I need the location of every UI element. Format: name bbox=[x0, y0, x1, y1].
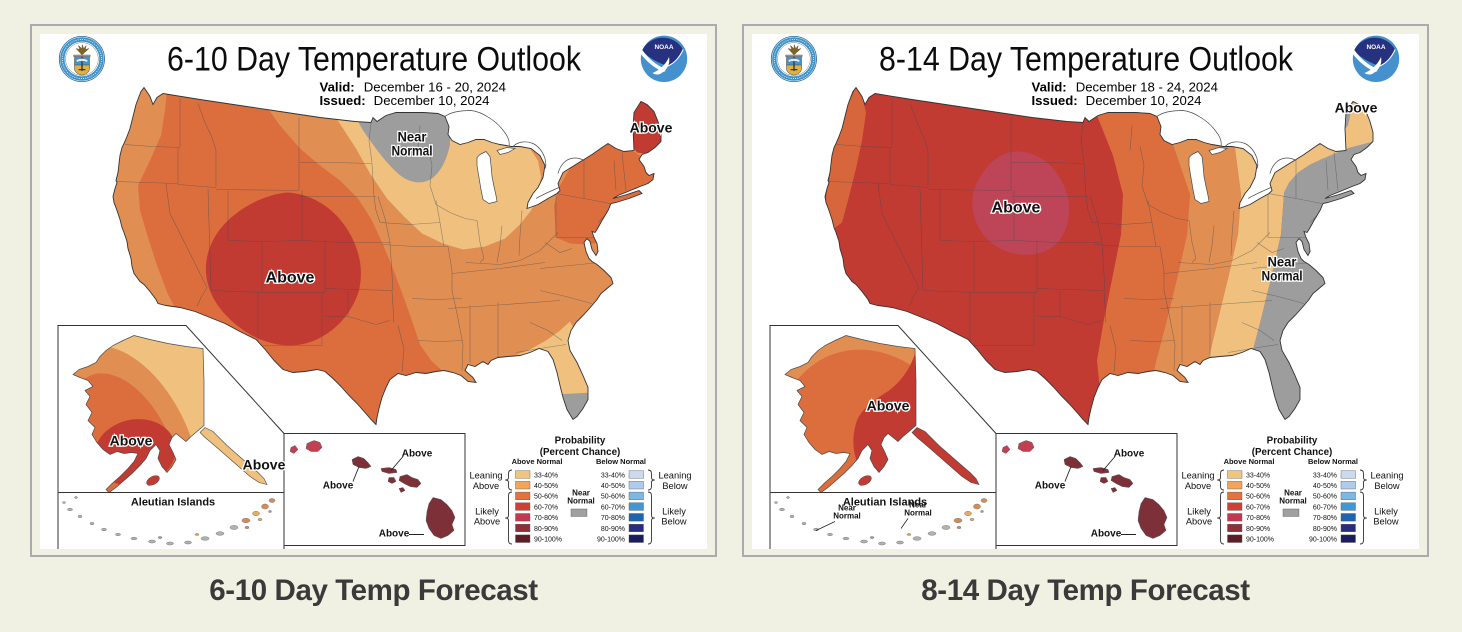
svg-text:50-60%: 50-60% bbox=[601, 494, 625, 501]
svg-text:70-80%: 70-80% bbox=[1313, 515, 1337, 522]
svg-text:Leaning: Leaning bbox=[469, 471, 502, 481]
svg-text:(Percent Chance): (Percent Chance) bbox=[540, 447, 621, 458]
svg-text:50-60%: 50-60% bbox=[1313, 494, 1337, 501]
svg-text:33-40%: 33-40% bbox=[1246, 472, 1270, 479]
svg-text:Near: Near bbox=[909, 501, 927, 510]
svg-text:Above: Above bbox=[1335, 100, 1378, 116]
svg-text:90-100%: 90-100% bbox=[597, 537, 625, 544]
svg-text:60-70%: 60-70% bbox=[534, 504, 558, 511]
svg-text:Normal: Normal bbox=[904, 509, 932, 518]
svg-text:Above: Above bbox=[473, 481, 499, 491]
svg-text:Normal: Normal bbox=[833, 512, 861, 521]
svg-text:80-90%: 80-90% bbox=[601, 526, 625, 533]
svg-text:Issued:December 10, 2024: Issued: December 10, 2024 bbox=[320, 93, 490, 108]
svg-text:Likely: Likely bbox=[1374, 507, 1398, 517]
svg-text:Below: Below bbox=[661, 517, 687, 527]
svg-text:80-90%: 80-90% bbox=[1313, 526, 1337, 533]
svg-text:90-100%: 90-100% bbox=[1246, 537, 1274, 544]
svg-text:Near: Near bbox=[838, 504, 856, 513]
svg-text:Above: Above bbox=[474, 517, 500, 527]
svg-text:80-90%: 80-90% bbox=[1246, 526, 1270, 533]
svg-text:Above Normal: Above Normal bbox=[512, 457, 563, 466]
svg-text:Likely: Likely bbox=[662, 507, 686, 517]
svg-text:Leaning: Leaning bbox=[1370, 471, 1403, 481]
svg-text:Above: Above bbox=[323, 481, 354, 492]
svg-text:60-70%: 60-70% bbox=[601, 504, 625, 511]
svg-text:Near: Near bbox=[1268, 254, 1298, 270]
svg-text:70-80%: 70-80% bbox=[601, 515, 625, 522]
svg-text:40-50%: 40-50% bbox=[1313, 483, 1337, 490]
svg-text:Issued:December 10, 2024: Issued: December 10, 2024 bbox=[1032, 93, 1202, 108]
svg-text:60-70%: 60-70% bbox=[1246, 504, 1270, 511]
svg-text:Near: Near bbox=[398, 129, 428, 145]
svg-text:33-40%: 33-40% bbox=[601, 472, 625, 479]
svg-text:60-70%: 60-70% bbox=[1313, 504, 1337, 511]
svg-text:Above: Above bbox=[266, 270, 315, 287]
svg-text:Above: Above bbox=[1035, 481, 1066, 492]
svg-text:Below Normal: Below Normal bbox=[596, 457, 646, 466]
svg-text:Above: Above bbox=[243, 457, 286, 473]
svg-text:Above: Above bbox=[1186, 517, 1212, 527]
svg-text:Above: Above bbox=[110, 433, 153, 449]
svg-text:Above: Above bbox=[402, 449, 433, 460]
svg-text:Normal: Normal bbox=[1279, 497, 1307, 506]
svg-text:70-80%: 70-80% bbox=[534, 515, 558, 522]
svg-text:(Percent Chance): (Percent Chance) bbox=[1252, 447, 1333, 458]
svg-text:40-50%: 40-50% bbox=[601, 483, 625, 490]
svg-text:Above: Above bbox=[1091, 529, 1122, 540]
svg-text:NOAA: NOAA bbox=[1367, 44, 1386, 51]
svg-text:Below: Below bbox=[1373, 517, 1399, 527]
svg-text:Likely: Likely bbox=[1187, 507, 1211, 517]
svg-text:Above: Above bbox=[379, 529, 410, 540]
svg-text:Aleutian Islands: Aleutian Islands bbox=[131, 497, 215, 509]
svg-text:50-60%: 50-60% bbox=[1246, 494, 1270, 501]
svg-text:50-60%: 50-60% bbox=[534, 494, 558, 501]
svg-text:Above: Above bbox=[1114, 449, 1145, 460]
svg-text:33-40%: 33-40% bbox=[1313, 472, 1337, 479]
svg-text:80-90%: 80-90% bbox=[534, 526, 558, 533]
svg-text:Below Normal: Below Normal bbox=[1308, 457, 1358, 466]
svg-text:90-100%: 90-100% bbox=[1309, 537, 1337, 544]
svg-text:90-100%: 90-100% bbox=[534, 537, 562, 544]
svg-text:8-14 Day Temperature Outlook: 8-14 Day Temperature Outlook bbox=[879, 41, 1294, 79]
svg-text:Below: Below bbox=[1374, 481, 1400, 491]
svg-text:Normal: Normal bbox=[567, 497, 595, 506]
svg-text:40-50%: 40-50% bbox=[1246, 483, 1270, 490]
svg-text:Near: Near bbox=[572, 489, 590, 498]
svg-text:Near: Near bbox=[1284, 489, 1302, 498]
svg-text:Valid:December 18 - 24, 2024: Valid: December 18 - 24, 2024 bbox=[1032, 80, 1218, 95]
svg-text:NOAA: NOAA bbox=[655, 44, 674, 51]
svg-text:Probability: Probability bbox=[1267, 436, 1318, 447]
svg-text:Leaning: Leaning bbox=[1181, 471, 1214, 481]
svg-text:33-40%: 33-40% bbox=[534, 472, 558, 479]
svg-text:Likely: Likely bbox=[475, 507, 499, 517]
svg-text:Probability: Probability bbox=[555, 436, 606, 447]
svg-text:Valid:December 16 - 20, 2024: Valid: December 16 - 20, 2024 bbox=[320, 80, 506, 95]
svg-text:Normal: Normal bbox=[392, 143, 433, 159]
svg-text:Above: Above bbox=[1185, 481, 1211, 491]
svg-text:Normal: Normal bbox=[1262, 268, 1303, 284]
svg-text:Below: Below bbox=[662, 481, 688, 491]
svg-text:Aleutian Islands: Aleutian Islands bbox=[843, 497, 927, 509]
svg-text:40-50%: 40-50% bbox=[534, 483, 558, 490]
svg-text:Above Normal: Above Normal bbox=[1224, 457, 1275, 466]
svg-text:Above: Above bbox=[630, 120, 673, 136]
svg-text:Above: Above bbox=[992, 200, 1041, 217]
svg-text:6-10 Day Temperature Outlook: 6-10 Day Temperature Outlook bbox=[167, 41, 582, 79]
svg-text:70-80%: 70-80% bbox=[1246, 515, 1270, 522]
svg-text:Above: Above bbox=[867, 398, 910, 414]
svg-text:Leaning: Leaning bbox=[658, 471, 691, 481]
